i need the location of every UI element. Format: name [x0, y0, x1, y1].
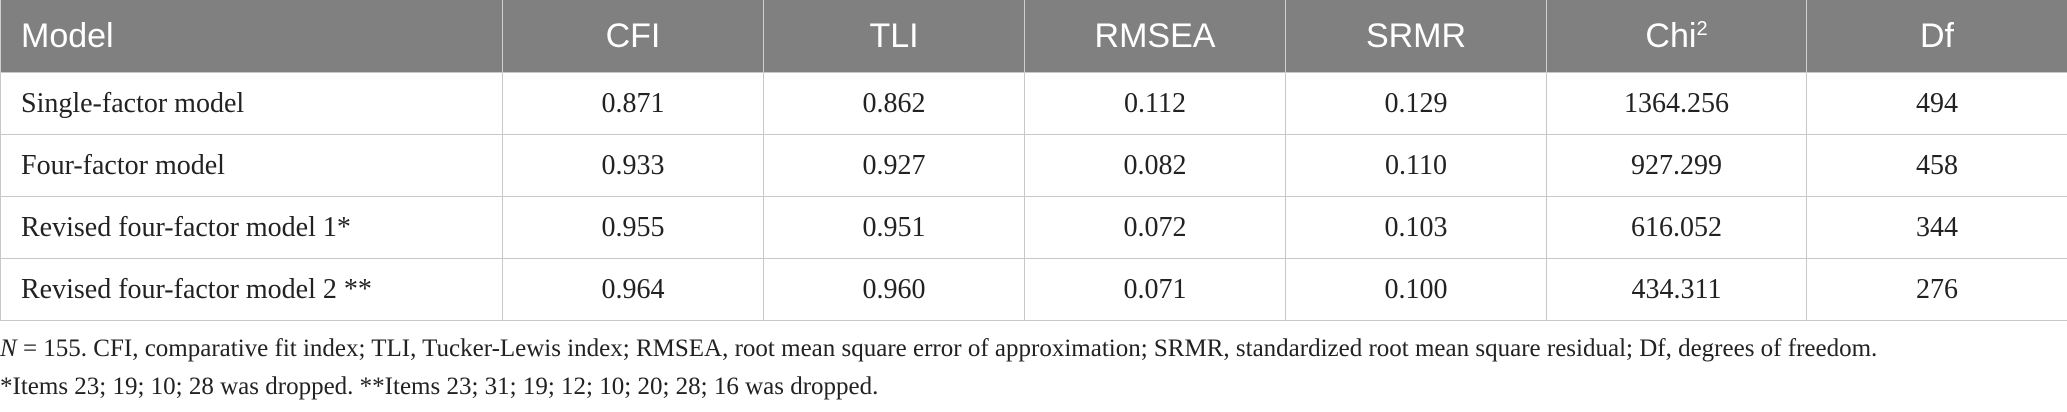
header-rmsea: RMSEA — [1024, 0, 1286, 73]
table-body: Single-factor model 0.871 0.862 0.112 0.… — [0, 72, 2067, 321]
cell-model: Revised four-factor model 2 ** — [0, 258, 503, 321]
cell-model: Revised four-factor model 1* — [0, 196, 503, 259]
cell-df: 344 — [1806, 196, 2067, 259]
table-row: Revised four-factor model 2 ** 0.964 0.9… — [0, 258, 2067, 321]
cell-chi2: 434.311 — [1546, 258, 1807, 321]
cell-cfi: 0.955 — [502, 196, 764, 259]
header-row: Model CFI TLI RMSEA SRMR Chi2 Df — [0, 0, 2067, 73]
fit-indices-table: Model CFI TLI RMSEA SRMR Chi2 Df Single-… — [0, 0, 2067, 321]
header-cfi: CFI — [502, 0, 764, 73]
fit-indices-table-container: Model CFI TLI RMSEA SRMR Chi2 Df Single-… — [0, 0, 2067, 321]
table-header: Model CFI TLI RMSEA SRMR Chi2 Df — [0, 0, 2067, 73]
cell-tli: 0.951 — [763, 196, 1025, 259]
cell-srmr: 0.110 — [1285, 134, 1547, 197]
cell-cfi: 0.964 — [502, 258, 764, 321]
header-chi-superscript: 2 — [1696, 17, 1708, 40]
cell-srmr: 0.100 — [1285, 258, 1547, 321]
table-row: Revised four-factor model 1* 0.955 0.951… — [0, 196, 2067, 259]
header-chi-label: Chi — [1645, 16, 1697, 55]
cell-tli: 0.927 — [763, 134, 1025, 197]
cell-chi2: 927.299 — [1546, 134, 1807, 197]
cell-cfi: 0.871 — [502, 72, 764, 135]
cell-cfi: 0.933 — [502, 134, 764, 197]
cell-df: 458 — [1806, 134, 2067, 197]
table-footnotes: N = 155. CFI, comparative fit index; TLI… — [0, 330, 2060, 406]
header-chi2: Chi2 — [1546, 0, 1807, 73]
cell-model: Four-factor model — [0, 134, 503, 197]
cell-tli: 0.960 — [763, 258, 1025, 321]
cell-df: 494 — [1806, 72, 2067, 135]
table-row: Four-factor model 0.933 0.927 0.082 0.11… — [0, 134, 2067, 197]
header-tli: TLI — [763, 0, 1025, 73]
header-srmr: SRMR — [1285, 0, 1547, 73]
cell-srmr: 0.103 — [1285, 196, 1547, 259]
sample-size-symbol: N — [0, 335, 17, 362]
cell-chi2: 616.052 — [1546, 196, 1807, 259]
cell-rmsea: 0.082 — [1024, 134, 1286, 197]
cell-srmr: 0.129 — [1285, 72, 1547, 135]
cell-rmsea: 0.112 — [1024, 72, 1286, 135]
cell-model: Single-factor model — [0, 72, 503, 135]
footnote-dropped-items: *Items 23; 19; 10; 28 was dropped. **Ite… — [0, 373, 879, 400]
table-row: Single-factor model 0.871 0.862 0.112 0.… — [0, 72, 2067, 135]
cell-rmsea: 0.071 — [1024, 258, 1286, 321]
footnote-abbreviations: N = 155. CFI, comparative fit index; TLI… — [0, 330, 2060, 368]
cell-tli: 0.862 — [763, 72, 1025, 135]
cell-df: 276 — [1806, 258, 2067, 321]
footnote-abbreviations-text: = 155. CFI, comparative fit index; TLI, … — [16, 335, 1878, 362]
cell-chi2: 1364.256 — [1546, 72, 1807, 135]
header-model: Model — [0, 0, 503, 73]
cell-rmsea: 0.072 — [1024, 196, 1286, 259]
header-df: Df — [1806, 0, 2067, 73]
